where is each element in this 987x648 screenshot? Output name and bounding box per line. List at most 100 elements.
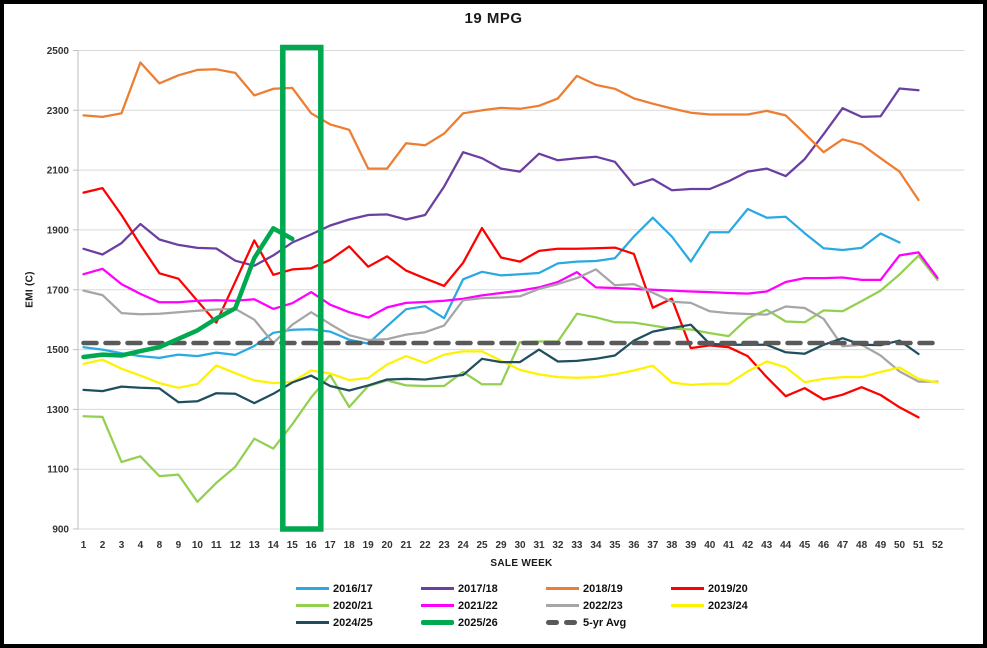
x-tick-label: 46 xyxy=(818,540,830,551)
legend-swatch xyxy=(421,620,454,625)
legend-label: 2017/18 xyxy=(458,582,498,595)
x-tick-label: 31 xyxy=(533,540,545,551)
legend-label: 2022/23 xyxy=(583,599,623,612)
legend-label: 2023/24 xyxy=(708,599,748,612)
x-tick-label: 4 xyxy=(138,540,144,551)
series-line-2017/18 xyxy=(82,87,920,267)
y-tick-label: 900 xyxy=(52,525,69,536)
legend-label: 2020/21 xyxy=(333,599,373,612)
x-tick-label: 20 xyxy=(382,540,394,551)
series-line-2016/17 xyxy=(82,207,901,360)
x-axis-title: SALE WEEK xyxy=(490,558,553,569)
legend-label: 2019/20 xyxy=(708,582,748,595)
y-tick-label: 1100 xyxy=(47,465,69,476)
x-tick-label: 19 xyxy=(363,540,375,551)
legend-item-2022-23: 2022/23 xyxy=(546,597,671,614)
highlight-rectangle xyxy=(280,44,324,532)
legend-label: 2025/26 xyxy=(458,616,498,629)
x-tick-label: 8 xyxy=(157,540,163,551)
x-tick-label: 35 xyxy=(609,540,621,551)
x-tick-label: 45 xyxy=(799,540,811,551)
x-tick-label: 50 xyxy=(894,540,906,551)
x-tick-label: 22 xyxy=(420,540,432,551)
y-tick-label: 1900 xyxy=(47,225,70,236)
x-tick-labels: 1 2 3 4 8 9 10 11 12 13 14 15 16 17 18 19 20 21 22 23 24 25 29… xyxy=(81,540,944,551)
y-tick-label: 2500 xyxy=(47,46,70,57)
x-tick-label: 49 xyxy=(875,540,887,551)
x-tick-label: 18 xyxy=(344,540,356,551)
chart-title: 19 MPG xyxy=(464,10,523,27)
y-tick-label: 1500 xyxy=(47,345,70,356)
x-tick-label: 52 xyxy=(932,540,944,551)
legend-label: 2024/25 xyxy=(333,616,373,629)
x-tick-label: 16 xyxy=(306,540,318,551)
y-tick-labels: 900 1100 1300 1500 1700 1900 2100 2300 2500 xyxy=(47,46,70,536)
legend-item-2021-22: 2021/22 xyxy=(421,597,546,614)
x-tick-label: 32 xyxy=(552,540,564,551)
legend-swatch xyxy=(546,587,579,590)
x-tick-label: 44 xyxy=(780,540,792,551)
x-tick-label: 34 xyxy=(590,540,602,551)
series-line-2021/22 xyxy=(82,251,939,319)
legend-item-2024-25: 2024/25 xyxy=(296,614,421,631)
legend-swatch xyxy=(296,587,329,590)
x-tick-label: 25 xyxy=(476,540,488,551)
legend-swatch xyxy=(671,604,704,607)
series-line-2025/26 xyxy=(81,226,295,360)
x-tick-label: 11 xyxy=(211,540,222,551)
series-line-2023/24 xyxy=(82,350,939,389)
x-tick-label: 30 xyxy=(514,540,526,551)
y-tick-label: 1300 xyxy=(47,405,70,416)
x-tick-label: 38 xyxy=(666,540,678,551)
x-tick-label: 13 xyxy=(249,540,261,551)
x-tick-label: 21 xyxy=(401,540,413,551)
legend-label: 2018/19 xyxy=(583,582,623,595)
x-tick-label: 42 xyxy=(742,540,754,551)
legend-item-2018-19: 2018/19 xyxy=(546,580,671,597)
legend-item-2023-24: 2023/24 xyxy=(671,597,796,614)
x-tick-label: 17 xyxy=(325,540,337,551)
legend-swatch xyxy=(296,621,329,624)
x-tick-label: 41 xyxy=(723,540,735,551)
x-tick-label: 2 xyxy=(100,540,106,551)
x-tick-label: 3 xyxy=(119,540,125,551)
chart-legend: 2016/17 2017/18 2018/19 2019/20 2020/21 2021/… xyxy=(296,580,796,631)
x-tick-label: 12 xyxy=(230,540,242,551)
legend-label: 2021/22 xyxy=(458,599,498,612)
x-tick-label: 48 xyxy=(856,540,868,551)
legend-swatch xyxy=(546,604,579,607)
legend-item-5-yr-avg: 5-yr Avg xyxy=(546,614,671,631)
x-tick-label: 33 xyxy=(571,540,583,551)
legend-swatch xyxy=(546,620,579,625)
legend-item-2017-18: 2017/18 xyxy=(421,580,546,597)
x-tick-label: 1 xyxy=(81,540,87,551)
x-tick-label: 23 xyxy=(439,540,451,551)
series-line-2022/23 xyxy=(82,268,939,383)
legend-item-2016-17: 2016/17 xyxy=(296,580,421,597)
x-tick-label: 43 xyxy=(761,540,773,551)
x-tick-label: 47 xyxy=(837,540,849,551)
legend-swatch xyxy=(296,604,329,607)
legend-swatch xyxy=(421,604,454,607)
x-tick-label: 15 xyxy=(287,540,299,551)
series-line-2024/25 xyxy=(82,323,920,405)
x-tick-label: 29 xyxy=(495,540,507,551)
x-tick-label: 36 xyxy=(628,540,640,551)
x-tick-label: 24 xyxy=(458,540,470,551)
legend-swatch xyxy=(671,587,704,590)
y-tick-label: 1700 xyxy=(47,285,70,296)
legend-label: 2016/17 xyxy=(333,582,373,595)
x-tick-label: 10 xyxy=(192,540,204,551)
x-tick-label: 9 xyxy=(176,540,182,551)
legend-swatch xyxy=(421,587,454,590)
x-tick-label: 40 xyxy=(704,540,716,551)
legend-item-2019-20: 2019/20 xyxy=(671,580,796,597)
legend-label: 5-yr Avg xyxy=(583,616,627,629)
x-tick-label: 37 xyxy=(647,540,659,551)
y-tick-label: 2300 xyxy=(47,106,70,117)
x-tick-label: 51 xyxy=(913,540,925,551)
y-tick-label: 2100 xyxy=(47,166,70,177)
series-line-2018/19 xyxy=(82,61,920,202)
